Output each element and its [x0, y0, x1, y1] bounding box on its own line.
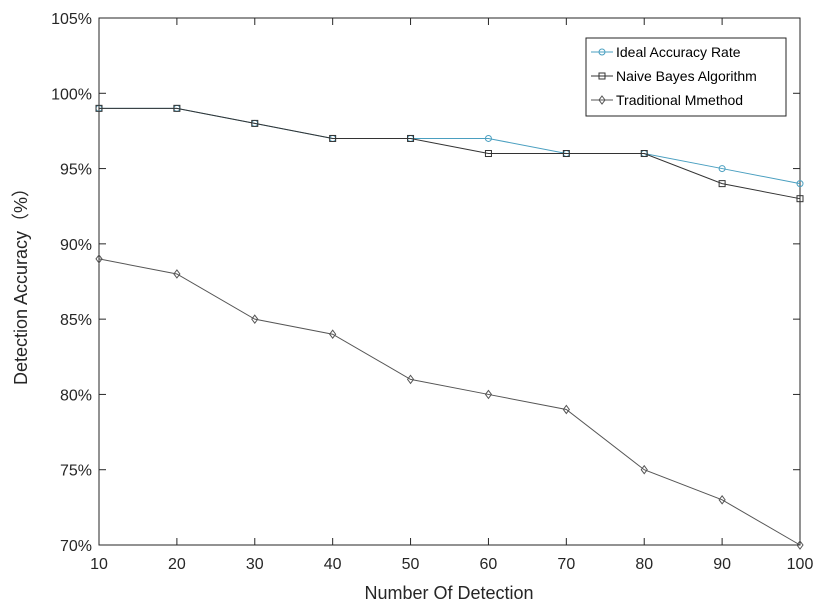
- y-tick-label: 95%: [60, 162, 92, 179]
- data-point: [95, 104, 103, 112]
- data-point: [173, 269, 181, 279]
- legend-entry: Traditional Mmethod: [591, 92, 743, 108]
- y-tick-label: 75%: [60, 463, 92, 480]
- data-point: [640, 464, 648, 475]
- x-tick-label: 100: [787, 556, 814, 573]
- series-line: [98, 258, 801, 546]
- data-point: [329, 329, 337, 340]
- y-tick-label: 105%: [51, 11, 92, 28]
- x-tick-label: 90: [713, 556, 731, 573]
- data-point: [484, 150, 492, 158]
- data-point: [173, 104, 181, 112]
- series-diamond: [95, 254, 804, 550]
- data-point: [640, 150, 648, 158]
- series-line: [99, 107, 801, 200]
- x-axis-title: Number Of Detection: [364, 583, 533, 603]
- data-point: [718, 180, 726, 188]
- legend-box: [585, 37, 787, 117]
- data-point: [251, 314, 259, 324]
- x-tick-label: 80: [635, 556, 653, 573]
- x-axis: 10 20 30 40 50 60 70 80 90 100: [90, 18, 813, 573]
- series-layer: [95, 104, 804, 550]
- legend-marker: [598, 48, 606, 56]
- x-tick-label: 30: [246, 556, 264, 573]
- legend-entry: Ideal Accuracy Rate: [591, 44, 741, 60]
- data-point: [796, 180, 804, 188]
- legend-label: Traditional Mmethod: [616, 92, 743, 108]
- data-point: [718, 165, 726, 173]
- y-axis: 70% 75% 80% 85% 90% 95% 100% 105%: [51, 11, 800, 555]
- y-tick-label: 85%: [60, 312, 92, 329]
- data-point: [95, 254, 103, 264]
- plot-area-border: [98, 17, 801, 546]
- data-point: [562, 404, 570, 415]
- x-tick-label: 50: [402, 556, 420, 573]
- legend-entry: Naive Bayes Algorithm: [591, 68, 757, 84]
- series-square: [95, 104, 804, 203]
- x-tick-label: 40: [324, 556, 342, 573]
- data-point: [329, 134, 337, 142]
- plot-frame: [98, 17, 801, 546]
- y-tick-label: 90%: [60, 237, 92, 254]
- data-point: [251, 119, 259, 127]
- y-tick-label: 70%: [60, 538, 92, 555]
- y-axis-title: Detection Accuracy（%）: [11, 179, 31, 385]
- x-tick-label: 70: [557, 556, 575, 573]
- legend-label: Ideal Accuracy Rate: [616, 44, 741, 60]
- data-point: [484, 389, 493, 400]
- data-point: [406, 374, 415, 385]
- legend-marker: [598, 72, 606, 80]
- data-point: [484, 134, 492, 142]
- data-point: [562, 150, 570, 158]
- legend-label: Naive Bayes Algorithm: [616, 68, 757, 84]
- data-point: [718, 494, 726, 505]
- x-tick-label: 10: [90, 556, 108, 573]
- data-point: [407, 134, 415, 142]
- legend-marker: [598, 95, 606, 105]
- data-point: [796, 195, 804, 203]
- legend: Ideal Accuracy Rate Naive Bayes Algorithm…: [585, 37, 787, 117]
- x-tick-label: 20: [168, 556, 186, 573]
- data-point: [796, 540, 804, 550]
- x-tick-label: 60: [480, 556, 498, 573]
- y-tick-label: 100%: [51, 86, 92, 103]
- y-tick-label: 80%: [60, 387, 92, 404]
